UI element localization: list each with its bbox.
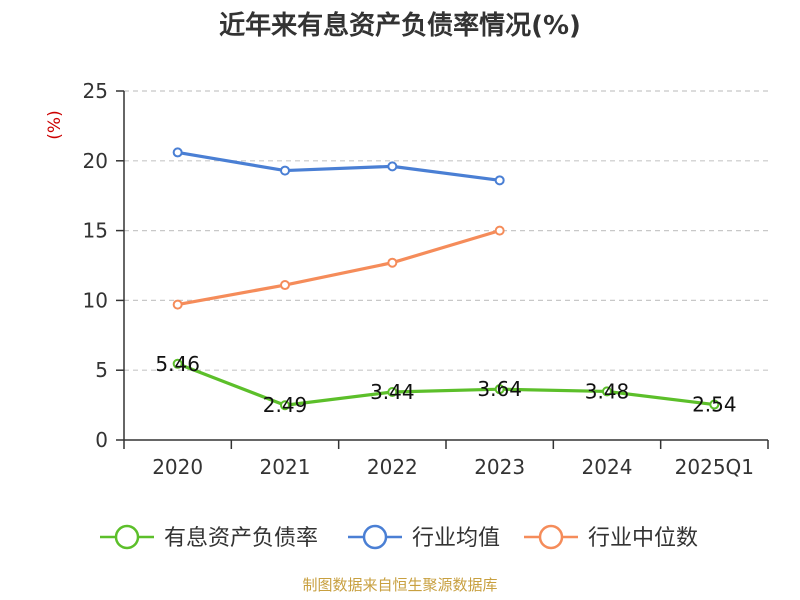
data-point <box>387 257 398 268</box>
y-tick-label: 15 <box>83 219 108 243</box>
data-point <box>387 161 398 172</box>
x-tick-label: 2022 <box>367 455 418 479</box>
x-tick-label: 2020 <box>152 455 203 479</box>
data-point <box>280 165 290 176</box>
data-label: 3.64 <box>477 377 522 401</box>
series-lines <box>172 147 720 411</box>
data-point <box>280 400 290 411</box>
y-tick-label: 25 <box>83 79 108 103</box>
gridlines <box>124 90 768 371</box>
y-tick-label: 5 <box>95 358 108 382</box>
legend-marker <box>538 524 564 550</box>
x-tick-label: 2021 <box>260 455 311 479</box>
series-line-2 <box>177 150 500 182</box>
data-point <box>494 225 505 236</box>
y-tick-label: 0 <box>95 428 108 452</box>
chart-title: 近年来有息资产负债率情况(%) <box>219 10 581 41</box>
source-note: 制图数据来自恒生聚源数据库 <box>302 576 497 594</box>
legend-marker <box>114 524 140 550</box>
x-tick-label: 2023 <box>474 455 525 479</box>
data-point <box>494 384 505 395</box>
legend-marker <box>362 524 388 550</box>
data-point <box>602 386 612 397</box>
data-labels: 5.46 2.49 3.44 3.64 3.48 2.54 <box>155 352 736 417</box>
data-point <box>172 358 183 369</box>
axes: 0 5 10 15 20 25 2020 2021 2022 2023 2024 2025Q1 <box>83 79 769 479</box>
x-tick-label: 2025Q1 <box>675 455 754 479</box>
data-label: 3.44 <box>370 380 415 404</box>
legend-label: 有息资产负债率 <box>164 526 318 551</box>
data-label: 2.54 <box>692 393 737 417</box>
y-axis-unit: (%) <box>45 110 65 139</box>
data-point <box>280 280 290 291</box>
series-line-3 <box>177 229 501 307</box>
legend: 有息资产负债率 行业均值 行业中位数 <box>100 524 698 551</box>
y-tick-label: 10 <box>83 288 108 312</box>
data-point <box>172 147 183 158</box>
legend-label: 行业均值 <box>412 526 500 551</box>
data-label: 2.49 <box>263 393 308 417</box>
data-label: 5.46 <box>155 352 200 376</box>
series-line-1 <box>177 362 715 407</box>
data-point <box>494 175 505 186</box>
legend-label: 行业中位数 <box>588 526 698 551</box>
data-point <box>709 399 720 410</box>
x-tick-label: 2024 <box>582 455 633 479</box>
data-point <box>172 299 183 310</box>
data-point <box>387 386 398 397</box>
data-label: 3.48 <box>585 379 630 403</box>
y-tick-label: 20 <box>83 149 108 173</box>
